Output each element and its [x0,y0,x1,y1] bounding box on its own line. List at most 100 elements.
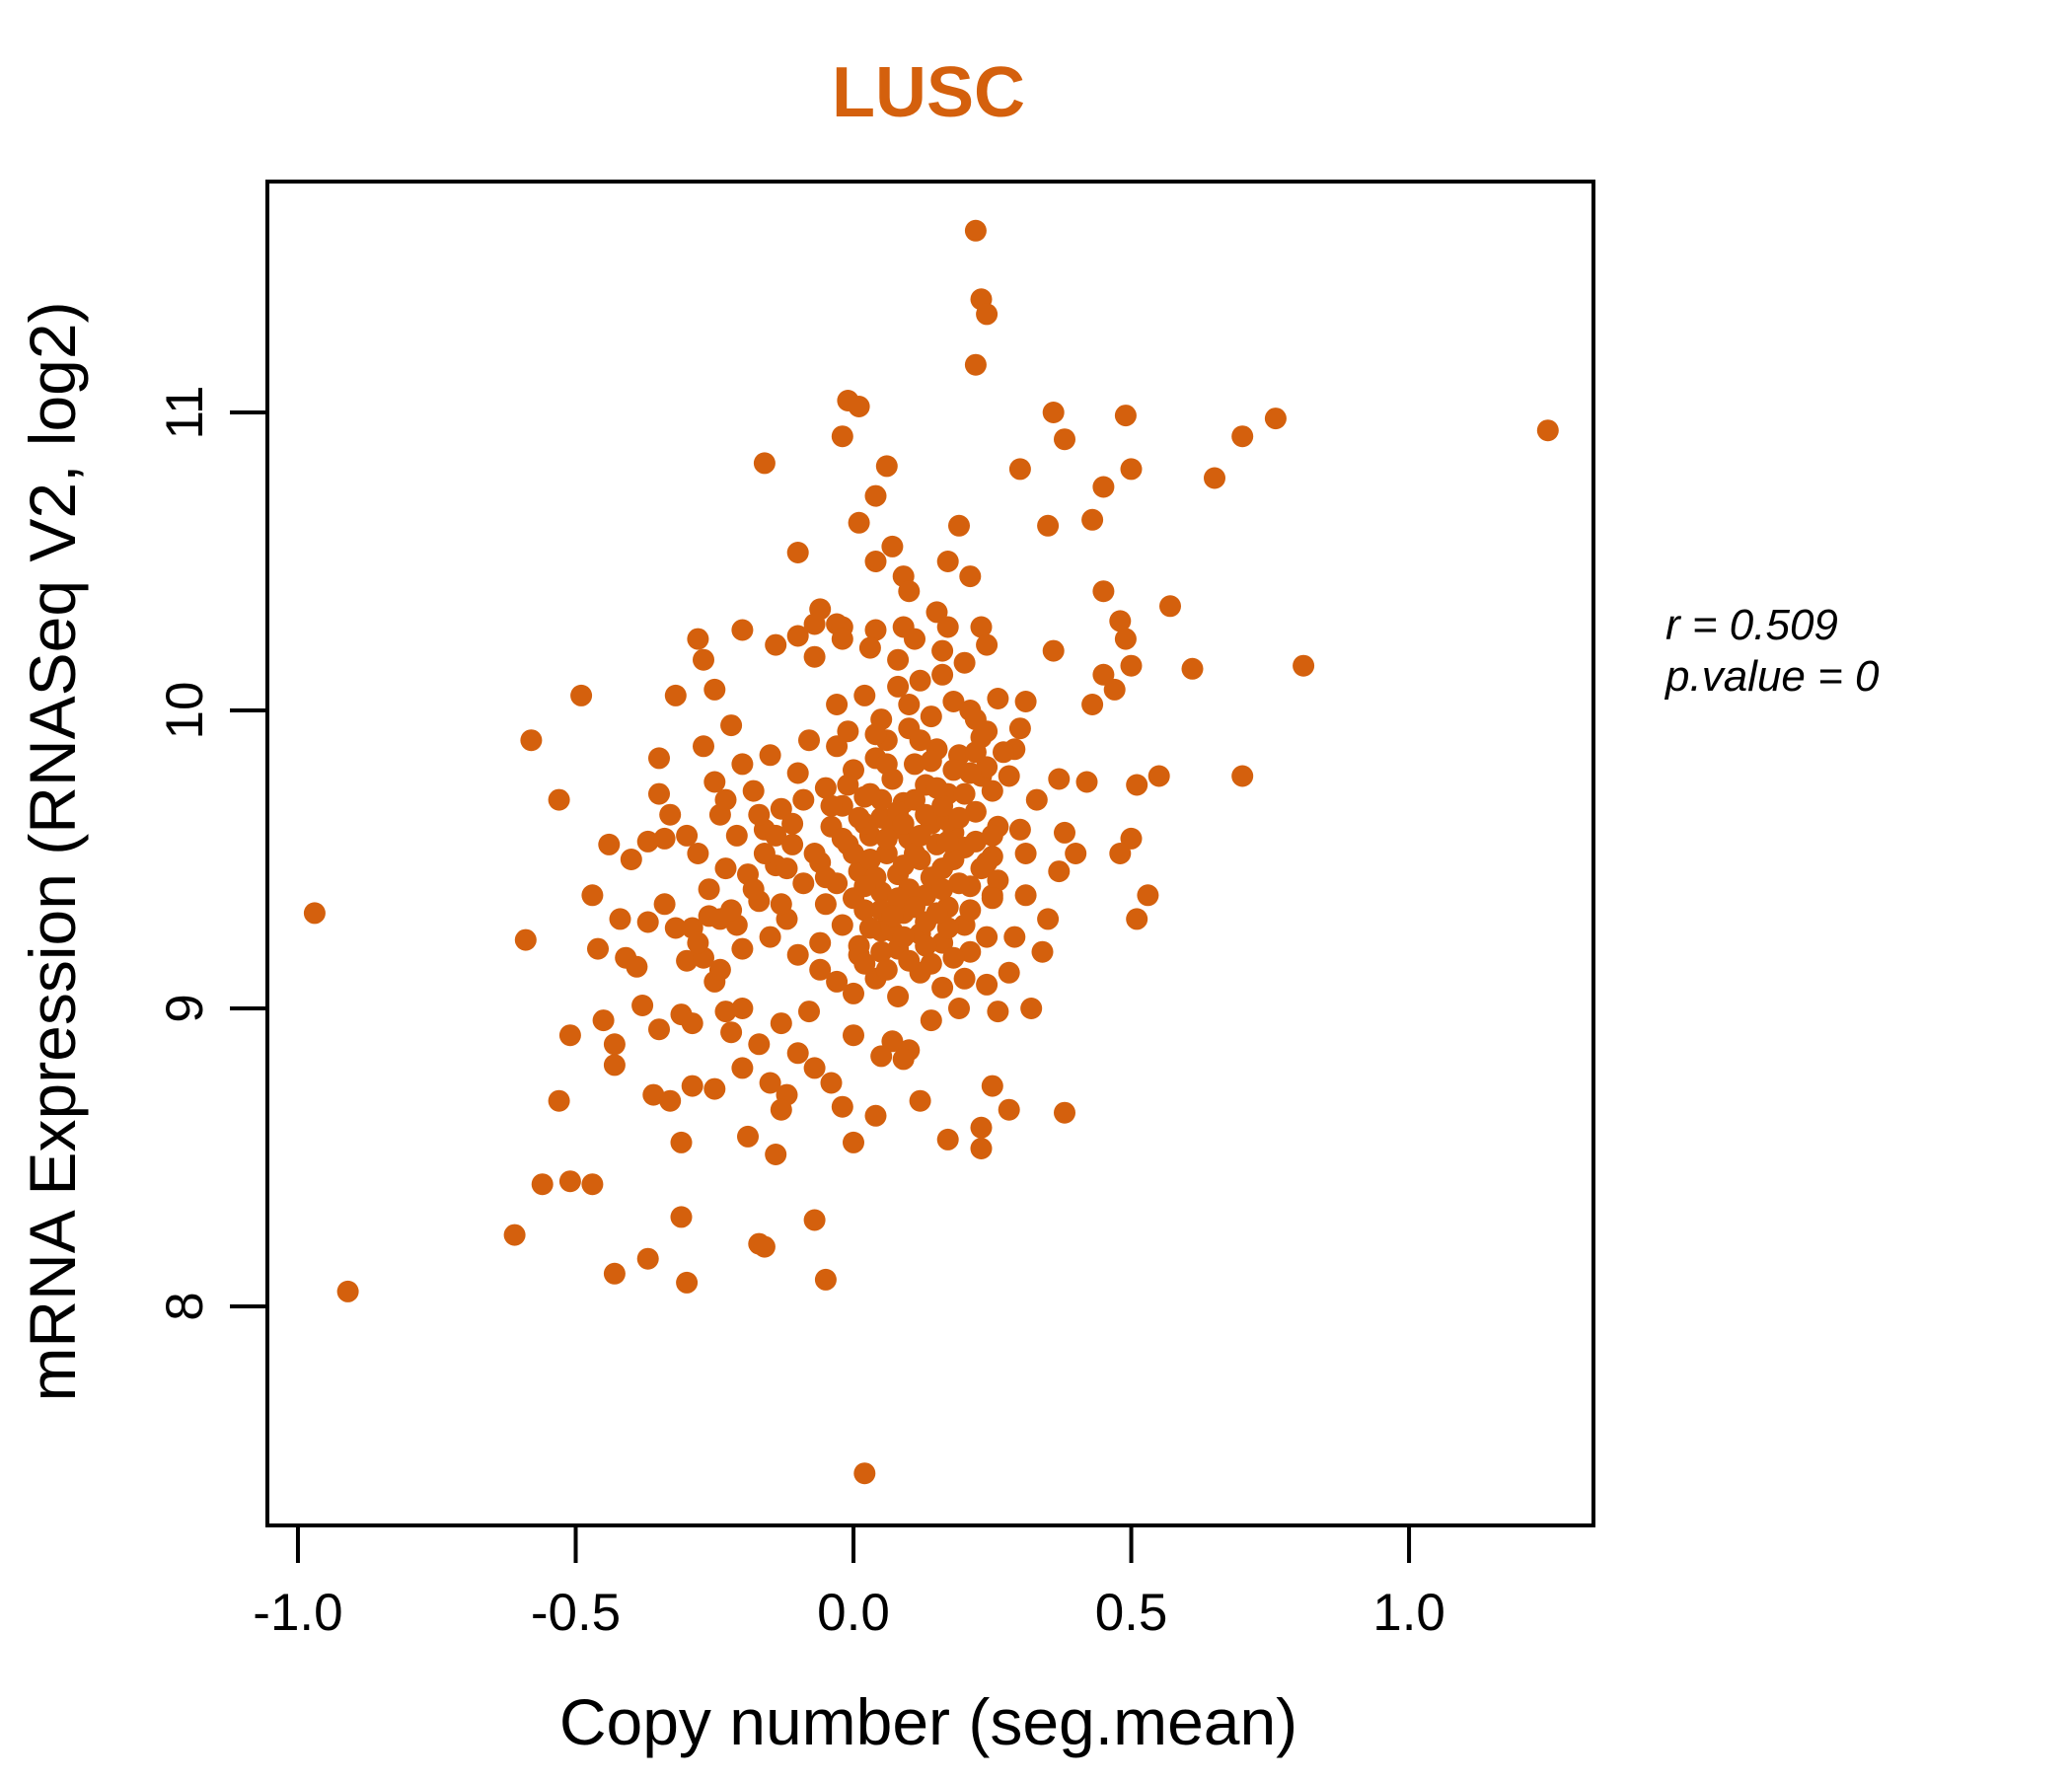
data-point [942,849,965,870]
data-point [676,1271,699,1294]
data-point [814,866,837,889]
data-point [1231,765,1254,787]
data-point [548,788,570,811]
data-point [1159,595,1181,618]
data-point [864,619,887,641]
data-point [870,1045,893,1068]
data-point [826,735,849,758]
data-point [720,899,743,922]
data-point [670,1131,693,1153]
data-point [620,849,642,870]
x-axis-ticks: -1.0 -0.5 0.0 0.5 1.0 [253,1525,1445,1642]
data-point [892,926,915,948]
data-point [781,833,804,855]
data-point [942,691,965,712]
data-point [953,651,976,674]
data-point [936,1128,959,1150]
data-point [909,824,931,847]
x-tick-label: -0.5 [531,1584,621,1642]
data-point [1014,691,1037,712]
scatter-points [303,219,1559,1485]
data-point [759,926,781,948]
data-point [798,729,820,752]
data-point [803,1057,826,1079]
data-point [1109,843,1132,864]
data-point [1048,768,1071,790]
data-point [987,688,1009,709]
data-point [1008,458,1031,481]
data-point [1109,610,1132,632]
data-point [887,675,910,698]
data-point [1008,717,1031,740]
data-point [809,958,832,981]
data-point [970,616,993,638]
y-tick-label: 10 [156,682,214,740]
data-point [1147,765,1170,787]
data-point [826,694,849,715]
data-point [959,565,982,588]
data-point [1003,926,1026,948]
data-point [698,878,720,901]
data-point [1264,408,1287,430]
data-point [936,551,959,572]
data-point [587,937,609,960]
data-point [915,934,937,957]
data-point [786,762,809,784]
data-point [925,777,948,799]
r-value-text: r = 0.509 [1665,601,1838,649]
data-point [970,857,993,880]
data-point [858,636,881,659]
data-point [959,762,982,784]
data-point [1081,694,1104,715]
data-point [809,931,832,954]
data-point [843,1131,864,1153]
data-point [603,1054,626,1076]
data-point [636,1247,659,1270]
data-point [981,887,1003,910]
data-point [931,639,954,662]
data-point [858,849,881,870]
data-point [925,601,948,624]
data-point [770,1098,792,1121]
data-point [681,1012,703,1035]
data-point [959,899,982,922]
p-value-text: p.value = 0 [1664,652,1880,701]
data-point [731,937,754,960]
x-tick-label: 1.0 [1372,1584,1445,1642]
data-point [687,628,709,650]
data-point [948,872,970,895]
data-point [742,779,765,802]
data-point [659,1089,682,1112]
data-point [703,1077,726,1100]
data-point [1014,843,1037,864]
data-point [931,976,954,999]
data-point [1092,663,1115,686]
data-point [803,613,826,635]
plot-title: LUSC [832,53,1025,132]
data-point [853,684,876,706]
data-point [592,1009,615,1032]
data-point [976,973,999,996]
data-point [936,917,959,939]
data-point [748,803,771,826]
data-point [1092,476,1115,498]
data-point [1536,419,1559,442]
data-point [1137,884,1159,907]
data-point [1042,402,1065,423]
data-point [1042,639,1065,662]
data-point [831,628,853,650]
x-tick-label: 0.0 [817,1584,890,1642]
data-point [708,958,731,981]
data-point [892,1048,915,1071]
data-point [976,303,999,326]
data-point [531,1173,554,1196]
data-point [892,812,915,835]
data-point [786,625,809,647]
y-axis-label: mRNA Expression (RNASeq V2, log2) [16,301,89,1401]
data-point [964,830,987,853]
data-point [803,645,826,668]
data-point [853,875,876,898]
correlation-annotation: r = 0.509 p.value = 0 [1664,601,1880,701]
data-point [753,843,776,864]
data-point [1014,884,1037,907]
